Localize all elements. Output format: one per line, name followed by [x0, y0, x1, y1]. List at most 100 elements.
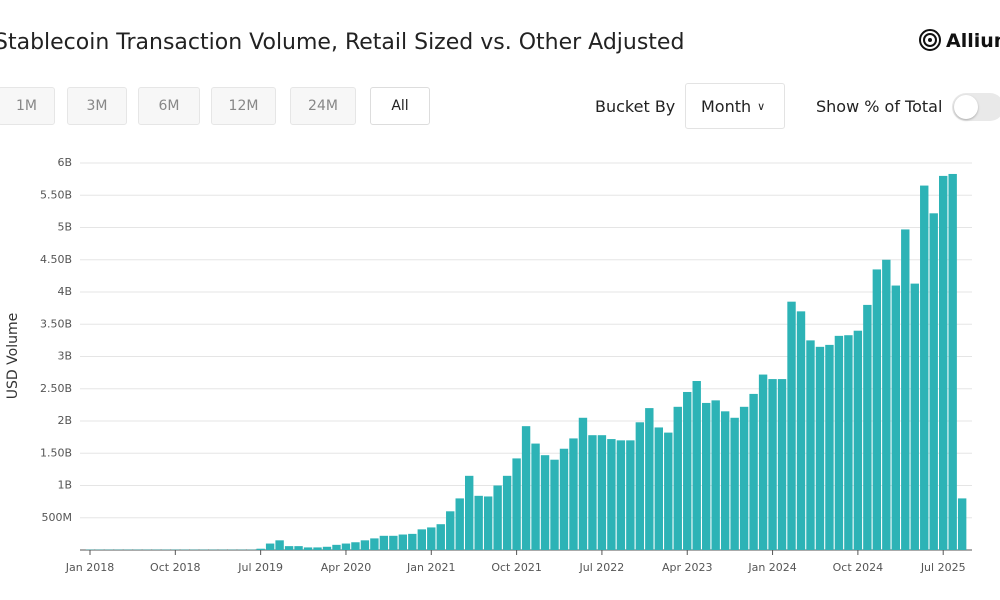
bar [768, 379, 777, 550]
bar [626, 440, 635, 550]
y-tick-label: 1.50B [40, 446, 72, 459]
bar [493, 485, 502, 550]
bar [398, 534, 408, 550]
bar [512, 458, 521, 550]
bar [645, 408, 654, 550]
bar [465, 475, 474, 550]
y-tick-label: 2.50B [40, 382, 72, 395]
bar [635, 422, 645, 550]
bar [455, 498, 464, 550]
bar [483, 496, 493, 550]
range-button[interactable]: 1M [0, 87, 55, 125]
bar [360, 540, 370, 550]
bar [521, 426, 531, 550]
bar [796, 311, 806, 550]
bar [844, 335, 853, 550]
bar [256, 548, 265, 550]
bar [578, 417, 588, 550]
bar [777, 379, 787, 550]
bar [550, 459, 559, 550]
bar [654, 427, 663, 550]
x-tick-label: Jul 2022 [579, 561, 625, 574]
bar [607, 439, 616, 550]
y-tick-label: 4B [57, 285, 72, 298]
bar [559, 448, 569, 550]
bar [730, 417, 739, 550]
bar [436, 524, 445, 550]
x-tick-label: Apr 2023 [662, 561, 713, 574]
toggle-knob [954, 95, 978, 119]
x-tick-label: Jan 2024 [747, 561, 796, 574]
bar [787, 301, 796, 550]
bar [702, 402, 711, 550]
x-tick-label: Jul 2025 [920, 561, 966, 574]
y-tick-label: 5B [57, 221, 72, 234]
bar [446, 511, 455, 550]
brand: Allium [946, 30, 1000, 52]
bar [313, 547, 322, 550]
bar [720, 411, 730, 550]
bar [920, 185, 929, 550]
toggle-label: Show % of Total [816, 97, 943, 116]
y-tick-label: 5.50B [40, 188, 72, 201]
bar [673, 406, 682, 550]
y-tick-label: 6B [57, 156, 72, 169]
range-button[interactable]: 24M [290, 87, 356, 125]
y-tick-label: 1B [57, 479, 72, 492]
toggle[interactable] [952, 93, 1000, 121]
range-button[interactable]: All [370, 87, 430, 125]
bar [853, 330, 863, 550]
bar [948, 173, 957, 550]
x-tick-label: Oct 2018 [150, 561, 201, 574]
bar [664, 432, 673, 550]
bar [303, 547, 313, 550]
range-button[interactable]: 6M [138, 87, 200, 125]
bar [815, 346, 825, 550]
y-tick-label: 2B [57, 414, 72, 427]
bar [683, 391, 692, 550]
bar [739, 406, 749, 550]
bar [569, 438, 578, 550]
bar [825, 344, 834, 550]
bar [284, 546, 294, 550]
bucket-value: Month [701, 96, 752, 116]
bar [370, 538, 379, 550]
range-button[interactable]: 12M [211, 87, 276, 125]
bar [531, 443, 540, 550]
bar [910, 283, 919, 550]
title: Stablecoin Transaction Volume, Retail Si… [0, 30, 685, 55]
bar [882, 259, 891, 550]
x-tick-label: Jul 2019 [237, 561, 283, 574]
bar [275, 540, 284, 550]
bar [597, 435, 607, 550]
bar [806, 340, 815, 550]
bar [901, 229, 910, 550]
bar [341, 543, 351, 550]
y-tick-label: 500M [42, 511, 73, 524]
y-tick-label: 3.50B [40, 317, 72, 330]
range-button[interactable]: 3M [67, 87, 127, 125]
bucket-dropdown[interactable]: Month ∨ [685, 83, 785, 129]
bar [294, 546, 303, 550]
bar [408, 533, 417, 550]
bar [427, 527, 436, 550]
logo-icon [919, 29, 941, 51]
y-tick-label: 3B [57, 350, 72, 363]
x-tick-label: Apr 2020 [321, 561, 372, 574]
bar [616, 440, 626, 550]
bar [863, 304, 872, 550]
y-axis-label: USD Volume [5, 313, 21, 399]
bar [322, 546, 332, 550]
bar [474, 495, 483, 550]
bar [265, 543, 275, 550]
bar [872, 269, 882, 550]
bucket-label: Bucket By [595, 97, 676, 116]
bar [379, 535, 389, 550]
x-tick-label: Oct 2024 [833, 561, 884, 574]
bar [351, 542, 360, 550]
y-tick-label: 4.50B [40, 253, 72, 266]
bar [957, 498, 967, 550]
bar [389, 535, 398, 550]
